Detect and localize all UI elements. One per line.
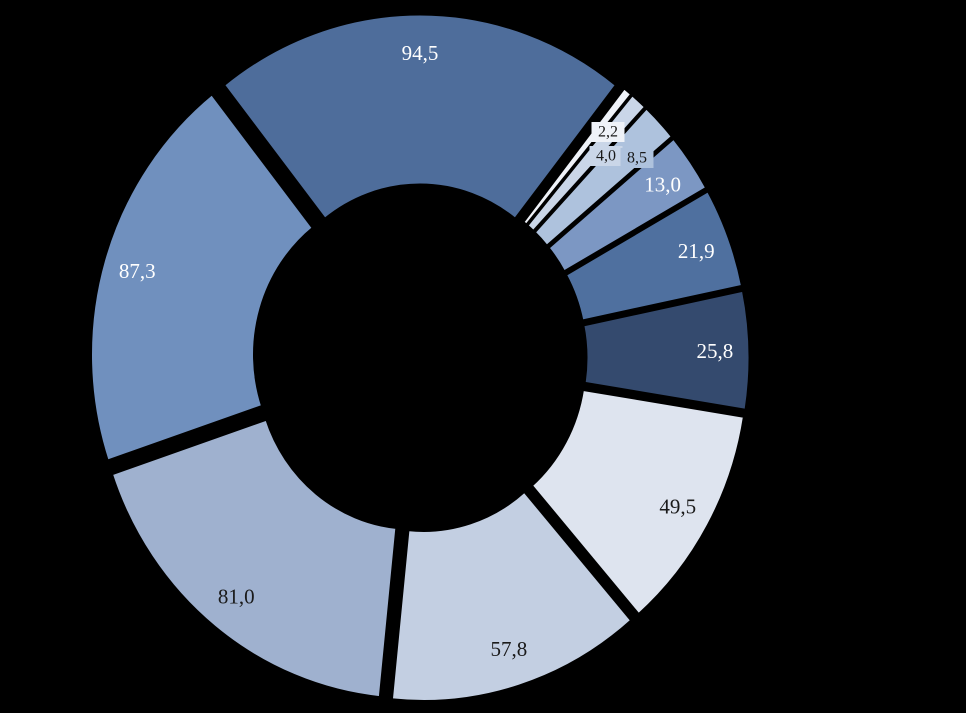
label-box-fill [589,146,623,166]
slice-label-box-1: 2,2 [591,122,625,142]
donut-slice-0 [221,12,619,222]
donut-slice-9 [109,417,399,700]
slice-label-0: 94,5 [402,41,439,65]
donut-slice-4 [545,135,709,275]
donut-slice-6 [581,288,752,413]
slice-label-9: 81,0 [218,585,255,609]
donut-slice-3 [532,105,675,249]
labels-layer: 94,5 2,2 4,0 8,5 13,0 21,9 25,8 49,5 57,8 81,0 87,… [119,41,733,661]
slice-label-box-2: 4,0 [589,146,623,166]
donut-slice-5 [563,188,745,323]
slice-label-7: 49,5 [659,494,696,518]
slice-label-box-3: 8,5 [620,148,654,168]
donut-slice-8 [389,488,634,703]
slice-label-1: 2,2 [598,124,618,141]
label-box-fill [620,148,654,168]
slice-label-4: 13,0 [644,172,681,196]
slice-label-6: 25,8 [697,339,734,363]
slice-label-10: 87,3 [119,259,156,283]
donut-slice-10 [89,91,316,464]
slice-label-5: 21,9 [678,239,715,263]
slices-layer [89,12,752,703]
label-box-fill [591,122,625,142]
slice-label-2: 4,0 [596,148,616,165]
donut-slice-7 [529,387,747,617]
slice-label-8: 57,8 [491,637,528,661]
slice-label-3: 8,5 [627,150,647,167]
